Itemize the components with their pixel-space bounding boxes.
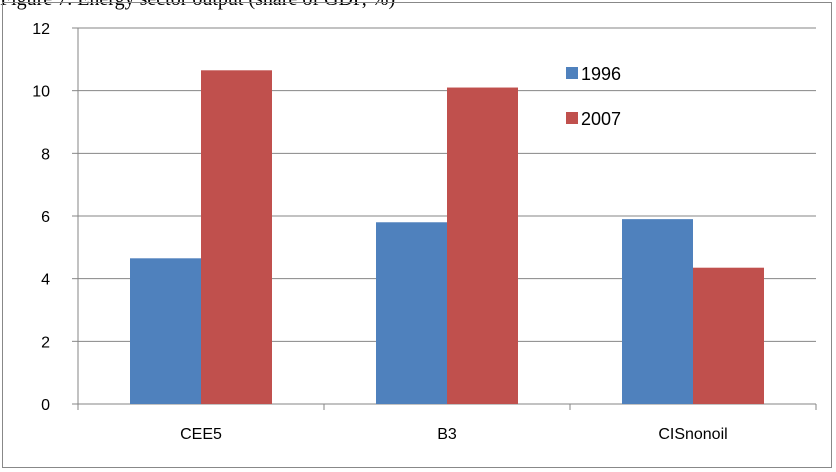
- bar-b3-2007: [447, 87, 518, 405]
- y-tick-label: 12: [32, 21, 50, 38]
- legend-swatch-1996: [566, 67, 578, 79]
- y-tick-label: 2: [41, 334, 50, 351]
- y-axis: 0 2 4 6 8 10 12: [32, 21, 79, 414]
- x-category-label: CISnonoil: [658, 426, 727, 443]
- bar-cisnonoil-1996: [622, 219, 693, 404]
- x-category-label: B3: [437, 426, 457, 443]
- y-tick-label: 0: [41, 397, 50, 414]
- y-tick-label: 8: [41, 146, 50, 163]
- legend: 1996 2007: [566, 64, 621, 129]
- bars: [130, 70, 764, 405]
- y-tick-label: 4: [41, 272, 50, 289]
- x-axis: CEE5 B3 CISnonoil: [77, 403, 817, 443]
- legend-swatch-2007: [566, 112, 578, 124]
- bar-cee5-2007: [201, 70, 272, 405]
- figure-caption: Figure 7. Energy sector output (share of…: [0, 0, 836, 10]
- bar-cisnonoil-2007: [693, 267, 764, 404]
- bar-cee5-1996: [130, 258, 201, 404]
- y-tick-label: 10: [32, 84, 50, 101]
- y-tick-label: 6: [41, 209, 50, 226]
- legend-label-2007: 2007: [581, 109, 621, 129]
- legend-label-1996: 1996: [581, 64, 621, 84]
- bar-b3-1996: [376, 222, 447, 404]
- x-category-label: CEE5: [180, 426, 222, 443]
